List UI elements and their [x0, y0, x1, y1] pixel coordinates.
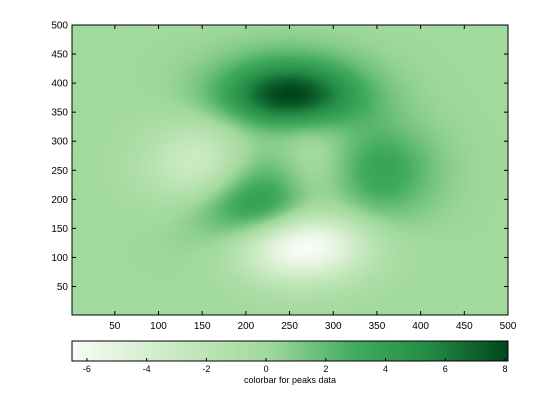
colorbar-tick-label: -4	[143, 364, 151, 374]
colorbar-tick-label: -2	[202, 364, 210, 374]
x-tick-label: 100	[150, 321, 167, 332]
y-tick-label: 100	[51, 253, 68, 264]
x-tick-label: 150	[194, 321, 211, 332]
x-tick-label: 450	[456, 321, 473, 332]
colorbar-label: colorbar for peaks data	[244, 375, 336, 385]
heatmap-image	[72, 25, 508, 315]
y-tick-label: 250	[51, 166, 68, 177]
x-tick-label: 500	[500, 321, 517, 332]
colorbar	[71, 340, 509, 362]
y-axis: 50 100 150 200 250 300 350 400 450 500	[51, 21, 508, 293]
colorbar-tick-label: 0	[264, 364, 269, 374]
x-tick-label: 200	[238, 321, 255, 332]
colorbar-tick-label: -6	[83, 364, 91, 374]
x-tick-label: 400	[412, 321, 429, 332]
y-tick-label: 300	[51, 137, 68, 148]
colorbar-tick-label: 2	[323, 364, 328, 374]
colorbar-tick-label: 8	[503, 364, 508, 374]
y-tick-label: 200	[51, 195, 68, 206]
y-tick-label: 50	[57, 282, 69, 293]
y-tick-label: 450	[51, 50, 68, 61]
colorbar-axis: -6 -4 -2 0 2 4 6 8	[83, 358, 508, 374]
y-tick-label: 150	[51, 224, 68, 235]
heatmap-area	[72, 25, 508, 315]
x-tick-label: 50	[109, 321, 121, 332]
y-tick-label: 500	[51, 21, 68, 32]
colorbar-tick-label: 4	[383, 364, 388, 374]
y-tick-label: 350	[51, 108, 68, 119]
x-tick-label: 300	[325, 321, 342, 332]
x-tick-label: 350	[369, 321, 386, 332]
x-tick-label: 250	[281, 321, 298, 332]
colorbar-tick-label: 6	[443, 364, 448, 374]
x-axis: 50 100 150 200 250 300 350 400 450 500	[109, 25, 517, 332]
y-tick-label: 400	[51, 79, 68, 90]
